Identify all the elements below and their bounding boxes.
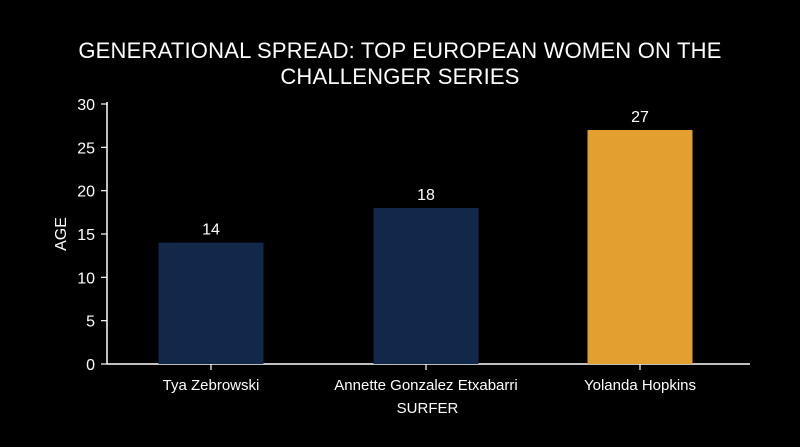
y-tick-label: 0 bbox=[86, 357, 95, 374]
x-tick-label: Annette Gonzalez Etxabarri bbox=[334, 377, 517, 394]
y-axis-label: AGE bbox=[53, 217, 70, 251]
bar bbox=[158, 242, 264, 364]
bar-data-label: 14 bbox=[202, 222, 220, 239]
bar bbox=[373, 208, 479, 364]
bar bbox=[587, 130, 693, 364]
y-tick-label: 10 bbox=[77, 270, 95, 287]
bar-data-label: 27 bbox=[631, 109, 649, 126]
y-tick-label: 15 bbox=[77, 227, 95, 244]
y-tick-label: 30 bbox=[77, 97, 95, 114]
x-axis-label: SURFER bbox=[397, 400, 459, 417]
y-tick-label: 25 bbox=[77, 140, 95, 157]
chart-title: GENERATIONAL SPREAD: TOP EUROPEAN WOMEN … bbox=[78, 38, 722, 89]
y-tick-label: 20 bbox=[77, 184, 95, 201]
x-tick-label: Yolanda Hopkins bbox=[584, 377, 696, 394]
bar-data-label: 18 bbox=[417, 187, 435, 204]
x-tick-label: Tya Zebrowski bbox=[163, 377, 260, 394]
y-tick-label: 5 bbox=[86, 314, 95, 331]
